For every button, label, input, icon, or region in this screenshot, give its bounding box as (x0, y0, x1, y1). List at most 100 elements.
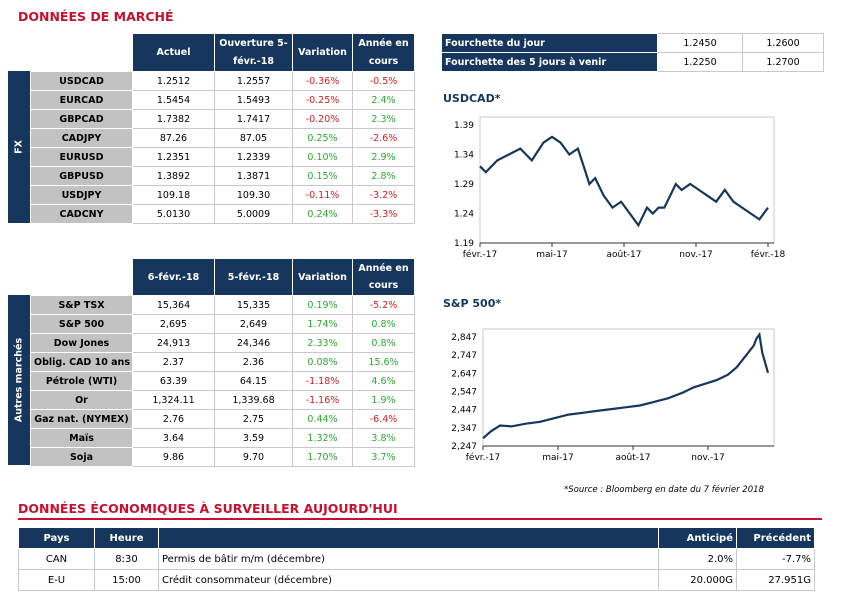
other-col-variation: Variation (292, 258, 353, 296)
cell-variation: -1.16% (292, 390, 353, 410)
cell-open: 1.5493 (214, 90, 293, 110)
cell-current: 63.39 (132, 371, 215, 391)
table-row: Dow Jones 24,913 24,346 2.33% 0.8% (30, 333, 415, 353)
x-tick-label: août-17 (616, 453, 651, 463)
range-low: 1.2450 (657, 33, 743, 53)
usdcad-chart-title: USDCAD* (443, 92, 501, 105)
cell-current: 2,695 (132, 314, 215, 334)
cell-ytd: -3.3% (352, 204, 415, 224)
x-tick-label: mai-17 (542, 453, 573, 463)
y-tick-label: 2,547 (451, 388, 477, 398)
eco-event: Permis de bâtir m/m (décembre) (158, 548, 659, 570)
cell-ytd: -2.6% (352, 128, 415, 148)
cell-variation: -0.25% (292, 90, 353, 110)
row-label: Maïs (30, 428, 133, 448)
cell-ytd: -0.5% (352, 71, 415, 91)
cell-variation: 2.33% (292, 333, 353, 353)
cell-ytd: -3.2% (352, 185, 415, 205)
eco-expected: 2.0% (658, 548, 737, 570)
cell-ytd: 2.4% (352, 90, 415, 110)
y-tick-label: 2,347 (451, 424, 477, 434)
cell-ytd: 1.9% (352, 390, 415, 410)
cell-current: 1.7382 (132, 109, 215, 129)
table-row: E-U 15:00 Crédit consommateur (décembre) 20… (18, 569, 815, 591)
cell-open: 5.0009 (214, 204, 293, 224)
fx-col-actuel: Actuel (132, 33, 215, 72)
cell-current: 109.18 (132, 185, 215, 205)
x-tick-label: nov.-17 (691, 453, 724, 463)
range-label: Fourchette des 5 jours à venir (441, 52, 658, 72)
row-label: EURUSD (30, 147, 133, 167)
eco-col-expected: Anticipé (658, 527, 737, 549)
cell-variation: 1.74% (292, 314, 353, 334)
eco-time: 8:30 (94, 548, 159, 570)
cell-variation: 0.10% (292, 147, 353, 167)
row-label: USDJPY (30, 185, 133, 205)
eco-col-previous: Précédent (736, 527, 815, 549)
cell-current: 1.5454 (132, 90, 215, 110)
eco-country: CAN (18, 548, 95, 570)
other-col-date1: 6-févr.-18 (132, 258, 215, 296)
cell-current: 24,913 (132, 333, 215, 353)
cell-current: 15,364 (132, 295, 215, 315)
cell-open: 1,339.68 (214, 390, 293, 410)
row-label: CADJPY (30, 128, 133, 148)
row-label: Gaz nat. (NYMEX) (30, 409, 133, 429)
row-label: Pétrole (WTI) (30, 371, 133, 391)
range-table: Fourchette du jour 1.2450 1.2600 Fourchette… (441, 33, 824, 72)
fx-col-ouverture: Ouverture 5-févr.-18 (214, 33, 293, 72)
cell-open: 1.2339 (214, 147, 293, 167)
row-label: USDCAD (30, 71, 133, 91)
cell-variation: 0.15% (292, 166, 353, 186)
y-tick-label: 1.29 (454, 180, 474, 190)
table-row: Or 1,324.11 1,339.68 -1.16% 1.9% (30, 390, 415, 410)
range-low: 1.2250 (657, 52, 743, 72)
cell-open: 3.59 (214, 428, 293, 448)
eco-previous: -7.7% (736, 548, 815, 570)
eco-time: 15:00 (94, 569, 159, 591)
eco-country: E-U (18, 569, 95, 591)
y-tick-label: 2,747 (451, 351, 477, 361)
cell-current: 3.64 (132, 428, 215, 448)
cell-current: 87.26 (132, 128, 215, 148)
table-row: CADCNY 5.0130 5.0009 0.24% -3.3% (30, 204, 415, 224)
series-line (482, 331, 770, 440)
market-data-title: DONNÉES DE MARCHÉ (18, 9, 174, 24)
cell-current: 1,324.11 (132, 390, 215, 410)
cell-open: 87.05 (214, 128, 293, 148)
cell-current: 1.2351 (132, 147, 215, 167)
table-row: GBPCAD 1.7382 1.7417 -0.20% 2.3% (30, 109, 415, 129)
row-label: CADCNY (30, 204, 133, 224)
table-row: Maïs 3.64 3.59 1.32% 3.8% (30, 428, 415, 448)
x-tick-label: nov.-17 (679, 250, 712, 260)
table-row: CAN 8:30 Permis de bâtir m/m (décembre) 2.0… (18, 548, 815, 570)
empty-corner (30, 33, 133, 72)
other-side-label: Autres marchés (8, 295, 30, 465)
range-label: Fourchette du jour (441, 33, 658, 53)
cell-variation: 0.19% (292, 295, 353, 315)
cell-open: 64.15 (214, 371, 293, 391)
cell-open: 24,346 (214, 333, 293, 353)
eco-calendar-table: Pays Heure Anticipé Précédent CAN 8:30 Per… (18, 527, 815, 591)
cell-open: 9.70 (214, 447, 293, 467)
cell-ytd: 0.8% (352, 314, 415, 334)
row-label: Or (30, 390, 133, 410)
eco-title-underline (18, 518, 822, 520)
eco-col-event (158, 527, 659, 549)
cell-ytd: 3.7% (352, 447, 415, 467)
fx-side-label: FX (8, 71, 30, 223)
x-tick-label: févr.-18 (751, 249, 786, 260)
table-row: GBPUSD 1.3892 1.3871 0.15% 2.8% (30, 166, 415, 186)
chart-frame (479, 116, 775, 244)
sp500-chart: 2,847 2,747 2,647 2,547 2,447 2,347 2,247févr.… (451, 328, 775, 463)
cell-ytd: 4.6% (352, 371, 415, 391)
cell-variation: -0.36% (292, 71, 353, 91)
y-tick-label: 2,847 (451, 333, 477, 343)
series-line (479, 135, 769, 228)
cell-ytd: 0.8% (352, 333, 415, 353)
y-tick-label: 2,247 (451, 442, 477, 452)
row-label: GBPCAD (30, 109, 133, 129)
y-tick-label: 2,647 (451, 369, 477, 379)
cell-ytd: 2.8% (352, 166, 415, 186)
